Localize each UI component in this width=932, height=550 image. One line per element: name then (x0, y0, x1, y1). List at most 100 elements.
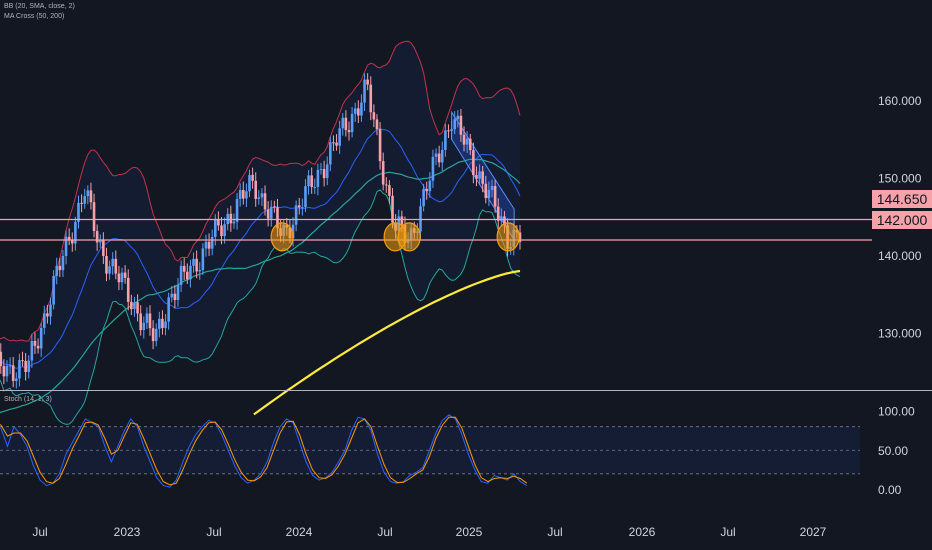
candle-body (210, 236, 214, 249)
candle-body (192, 258, 195, 266)
candle (148, 305, 152, 336)
candle-body (263, 193, 267, 210)
candle-body (74, 221, 77, 244)
candle (154, 323, 158, 347)
candle (304, 179, 307, 213)
x-tick-label: Jul (720, 525, 735, 539)
candle-body (468, 138, 472, 151)
candle-body (151, 328, 155, 342)
candle (235, 193, 239, 230)
bb-fill (0, 41, 520, 425)
candle-body (213, 219, 217, 237)
candle (353, 102, 357, 122)
candle (2, 359, 6, 385)
candle (64, 230, 68, 265)
candle-body (381, 161, 385, 185)
candle-body (357, 108, 360, 116)
candle-body (46, 313, 49, 317)
candle (133, 296, 136, 317)
candle (102, 232, 105, 264)
candle-body (126, 277, 130, 302)
candle (481, 165, 484, 193)
candle (30, 333, 34, 368)
highlight-circle (270, 222, 294, 252)
candle (341, 113, 345, 136)
candle (145, 307, 149, 330)
candle (297, 197, 301, 215)
candle-body (450, 129, 453, 132)
candle (117, 265, 121, 291)
candle-body (350, 113, 354, 133)
candle (21, 351, 24, 367)
candle (0, 343, 3, 374)
candle (15, 372, 18, 389)
candle-body (24, 360, 27, 372)
candle (92, 193, 96, 238)
candle (431, 149, 435, 188)
candle-body (207, 241, 211, 249)
candle-body (440, 149, 444, 163)
candle (42, 305, 46, 335)
candle-body (388, 185, 391, 196)
candle (329, 136, 332, 172)
candle (257, 190, 261, 205)
candle-body (36, 345, 40, 349)
candle-body (89, 190, 93, 203)
candle-body (496, 206, 500, 221)
candle-body (105, 255, 108, 274)
candle (260, 188, 264, 206)
candle-body (70, 240, 74, 244)
candle (372, 104, 376, 128)
bollinger-bands-label: BB (20, SMA, close, 2) (4, 3, 75, 10)
candle-body (133, 302, 136, 310)
candle-body (360, 102, 363, 116)
candle-body (366, 79, 369, 85)
candle-body (189, 265, 192, 280)
candle (391, 188, 394, 229)
candle-body (481, 171, 484, 184)
candle-body (238, 190, 242, 199)
candle (273, 200, 276, 213)
candle-body (248, 174, 251, 192)
candle-body (472, 150, 475, 176)
candle (98, 234, 102, 248)
candle (130, 294, 133, 316)
candle-body (5, 365, 9, 377)
candle-body (8, 365, 12, 367)
candle-body (503, 216, 506, 226)
candle (487, 181, 491, 207)
candle-body (301, 207, 304, 209)
candle (182, 257, 186, 281)
candle-body (369, 84, 373, 113)
candle-body (269, 206, 273, 219)
candle (161, 310, 164, 335)
candle (475, 166, 478, 187)
x-tick-label: 2024 (286, 525, 313, 539)
candle (186, 263, 189, 284)
candle-body (108, 266, 111, 274)
candle (67, 228, 71, 246)
candle-body (30, 340, 34, 361)
candle-body (86, 190, 90, 197)
candle-body (0, 351, 3, 367)
candle (518, 224, 522, 250)
candle (444, 123, 447, 157)
candle-body (232, 221, 236, 224)
stoch-y-tick-label: 100.00 (878, 405, 915, 419)
candle-body (114, 258, 118, 274)
candle-body (500, 216, 503, 221)
candle-body (21, 360, 24, 362)
candle (204, 234, 208, 257)
candle (316, 163, 320, 196)
candle (325, 156, 329, 186)
candle (434, 148, 438, 166)
stoch-k-line (0, 414, 528, 488)
ma-200-line (253, 269, 521, 416)
candle-body (148, 313, 152, 329)
y-tick-label: 160.000 (878, 94, 922, 108)
candle-body (136, 302, 139, 314)
candle (170, 286, 174, 303)
x-tick-label: 2023 (114, 525, 141, 539)
candle (39, 323, 43, 357)
